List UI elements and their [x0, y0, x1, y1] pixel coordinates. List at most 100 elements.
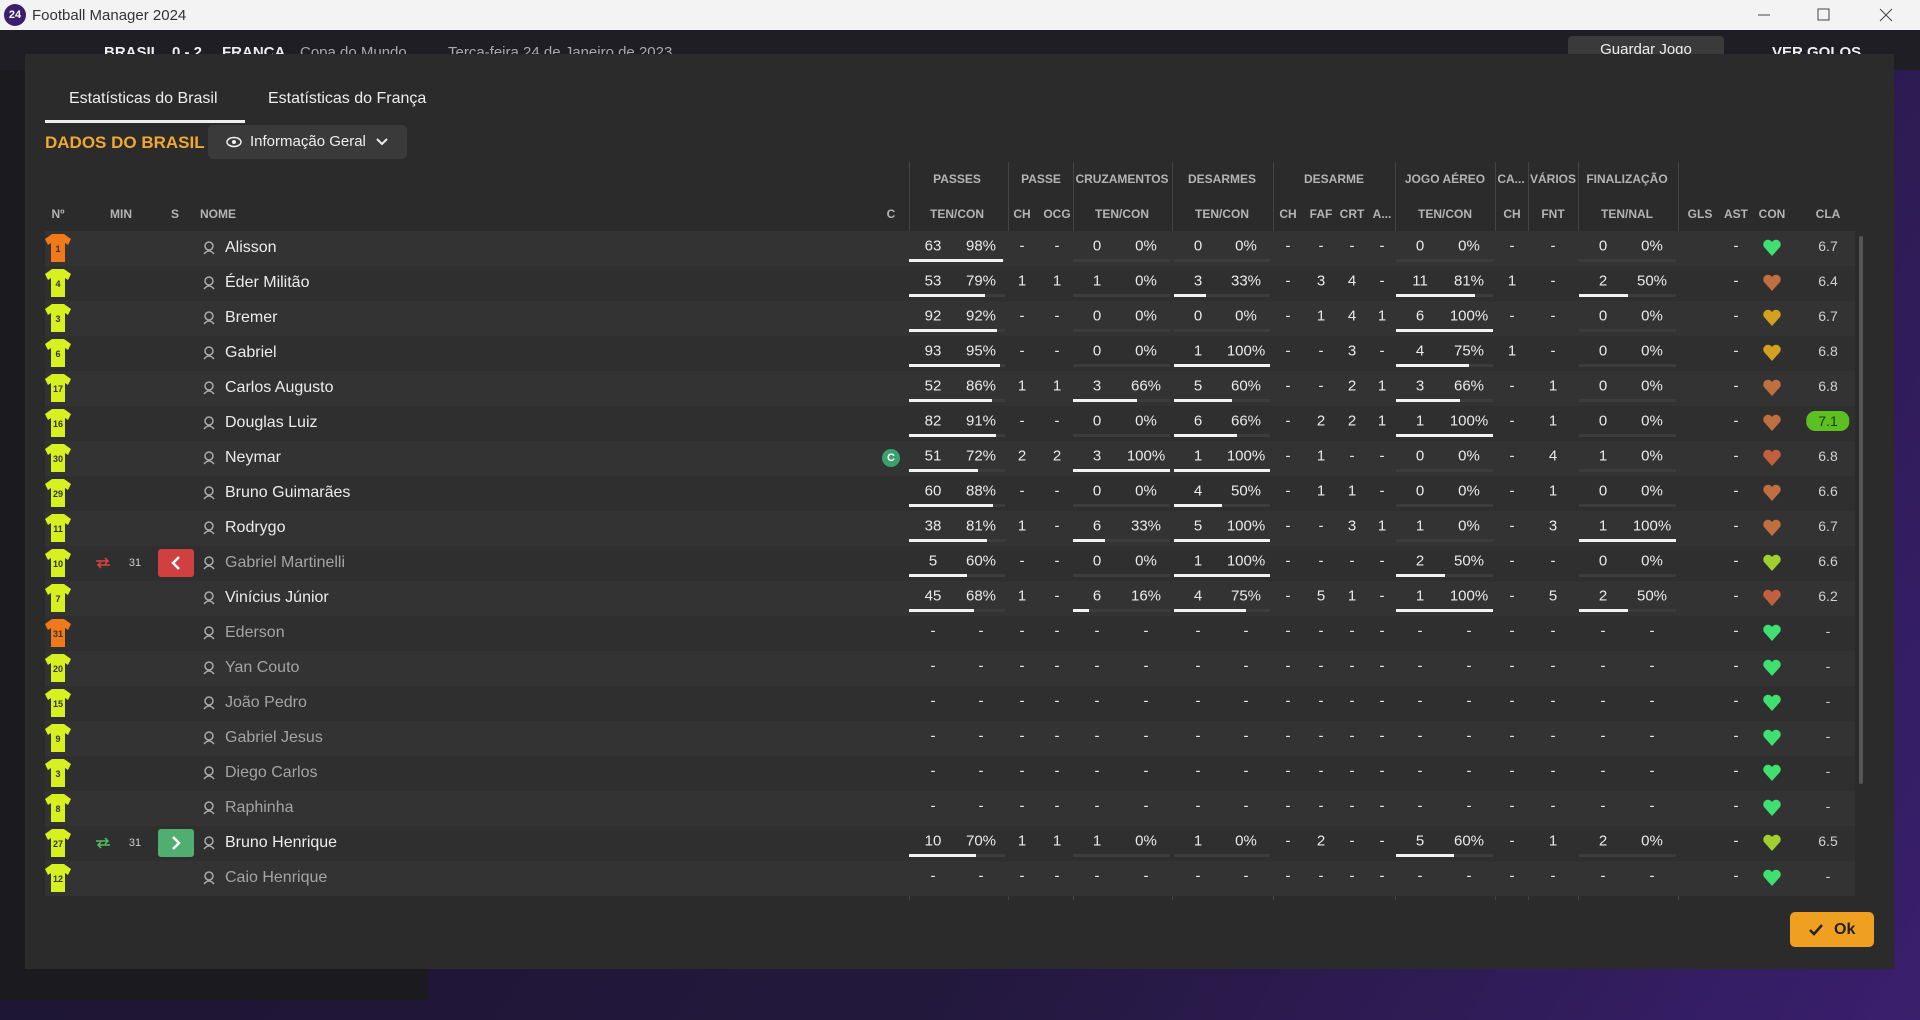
stat: 0 — [1092, 342, 1102, 360]
player-row[interactable] — [45, 721, 1855, 756]
success-bar-track — [1073, 329, 1170, 332]
stat: - — [1733, 272, 1739, 290]
stat: - — [1733, 587, 1739, 605]
person-icon — [203, 381, 215, 395]
stat: - — [1285, 272, 1291, 290]
player-name[interactable]: João Pedro — [225, 694, 307, 711]
stat: - — [1550, 272, 1556, 290]
stat: 0 — [1598, 412, 1608, 430]
player-name[interactable]: Vinícius Júnior — [225, 589, 329, 606]
stat: - — [1379, 832, 1385, 850]
player-row[interactable] — [45, 756, 1855, 791]
player-name[interactable]: Douglas Luiz — [225, 414, 318, 431]
stat: 70% — [965, 832, 997, 850]
player-name[interactable]: Bruno Henrique — [225, 834, 338, 851]
stat: - — [1600, 797, 1606, 815]
stat: 38 — [924, 517, 942, 535]
player-name[interactable]: Caio Henrique — [225, 869, 328, 886]
stat: - — [1143, 797, 1149, 815]
stat: 0 — [1598, 307, 1608, 325]
player-name[interactable]: Éder Militão — [225, 274, 310, 291]
stat: 60% — [965, 552, 997, 570]
app-icon: 24 — [4, 4, 26, 26]
column-header: CLA — [1815, 207, 1841, 221]
tab[interactable]: Estatísticas do Brasil — [69, 90, 218, 107]
player-row[interactable] — [45, 861, 1855, 896]
stat: - — [1509, 377, 1515, 395]
player-row[interactable] — [45, 616, 1855, 651]
stat: - — [1054, 762, 1060, 780]
stat: - — [1019, 307, 1025, 325]
stat: - — [1466, 692, 1472, 710]
stat: - — [1733, 342, 1739, 360]
player-name[interactable]: Rodrygo — [225, 519, 286, 536]
player-row[interactable] — [45, 686, 1855, 721]
stat: - — [1349, 692, 1355, 710]
stat: - — [1349, 832, 1355, 850]
stat: - — [1649, 762, 1655, 780]
stat: - — [1318, 797, 1324, 815]
stat: 82 — [924, 412, 942, 430]
stat: - — [1054, 342, 1060, 360]
player-name[interactable]: Gabriel — [225, 344, 277, 361]
shirt — [45, 689, 71, 717]
stat: - — [978, 762, 984, 780]
scrollbar[interactable] — [1859, 236, 1863, 784]
success-bar-track — [1396, 539, 1493, 542]
stat: - — [1019, 342, 1025, 360]
player-row[interactable] — [45, 791, 1855, 826]
stat: 1 — [1193, 832, 1203, 850]
player-name[interactable]: Gabriel Jesus — [225, 729, 323, 746]
shirt — [45, 269, 71, 297]
stat: 0% — [1235, 307, 1257, 325]
player-name[interactable]: Yan Couto — [225, 659, 300, 676]
stat: - — [1509, 762, 1515, 780]
stat: 0% — [1458, 482, 1480, 500]
stat: - — [1349, 552, 1355, 570]
column-header: CRT — [1339, 207, 1365, 221]
stat: - — [1143, 622, 1149, 640]
success-bar-track — [1579, 469, 1676, 472]
person-icon — [203, 276, 215, 290]
stat: - — [1417, 867, 1423, 885]
player-name[interactable]: Alisson — [225, 239, 277, 256]
player-name[interactable]: Ederson — [225, 624, 285, 641]
player-name[interactable]: Raphinha — [225, 799, 294, 816]
stat: 0 — [1598, 237, 1608, 255]
stat: - — [1550, 237, 1556, 255]
person-icon — [203, 416, 215, 430]
stat: - — [1195, 692, 1201, 710]
view-dropdown[interactable]: Informação Geral — [208, 125, 407, 159]
column-header: GLS — [1687, 207, 1713, 221]
column-header: CH — [1013, 207, 1031, 221]
stat: 50% — [1636, 587, 1668, 605]
rating: 6.4 — [1818, 273, 1838, 289]
stat: - — [1733, 762, 1739, 780]
stat: 88% — [965, 482, 997, 500]
stat: - — [1649, 867, 1655, 885]
stat: - — [1550, 622, 1556, 640]
stat: - — [1285, 342, 1291, 360]
stat: - — [1285, 762, 1291, 780]
player-row[interactable] — [45, 651, 1855, 686]
stat: - — [1649, 727, 1655, 745]
player-name[interactable]: Neymar — [225, 449, 282, 466]
player-name[interactable]: Bruno Guimarães — [225, 484, 351, 501]
tab[interactable]: Estatísticas do França — [268, 90, 427, 107]
condition-heart — [1763, 554, 1781, 571]
player-name[interactable]: Diego Carlos — [225, 764, 318, 781]
player-name[interactable]: Carlos Augusto — [225, 379, 334, 396]
rating: - — [1825, 623, 1831, 639]
ok-button[interactable]: Ok — [1790, 912, 1874, 947]
player-name[interactable]: Gabriel Martinelli — [225, 554, 346, 571]
success-bar — [1396, 574, 1445, 577]
rating: - — [1825, 693, 1831, 709]
stat: - — [1054, 237, 1060, 255]
tab-underline — [45, 120, 245, 123]
window-controls[interactable] — [1740, 0, 1920, 30]
player-name[interactable]: Bremer — [225, 309, 278, 326]
shirt — [45, 304, 71, 332]
shirt — [45, 829, 71, 857]
stat: - — [1054, 692, 1060, 710]
